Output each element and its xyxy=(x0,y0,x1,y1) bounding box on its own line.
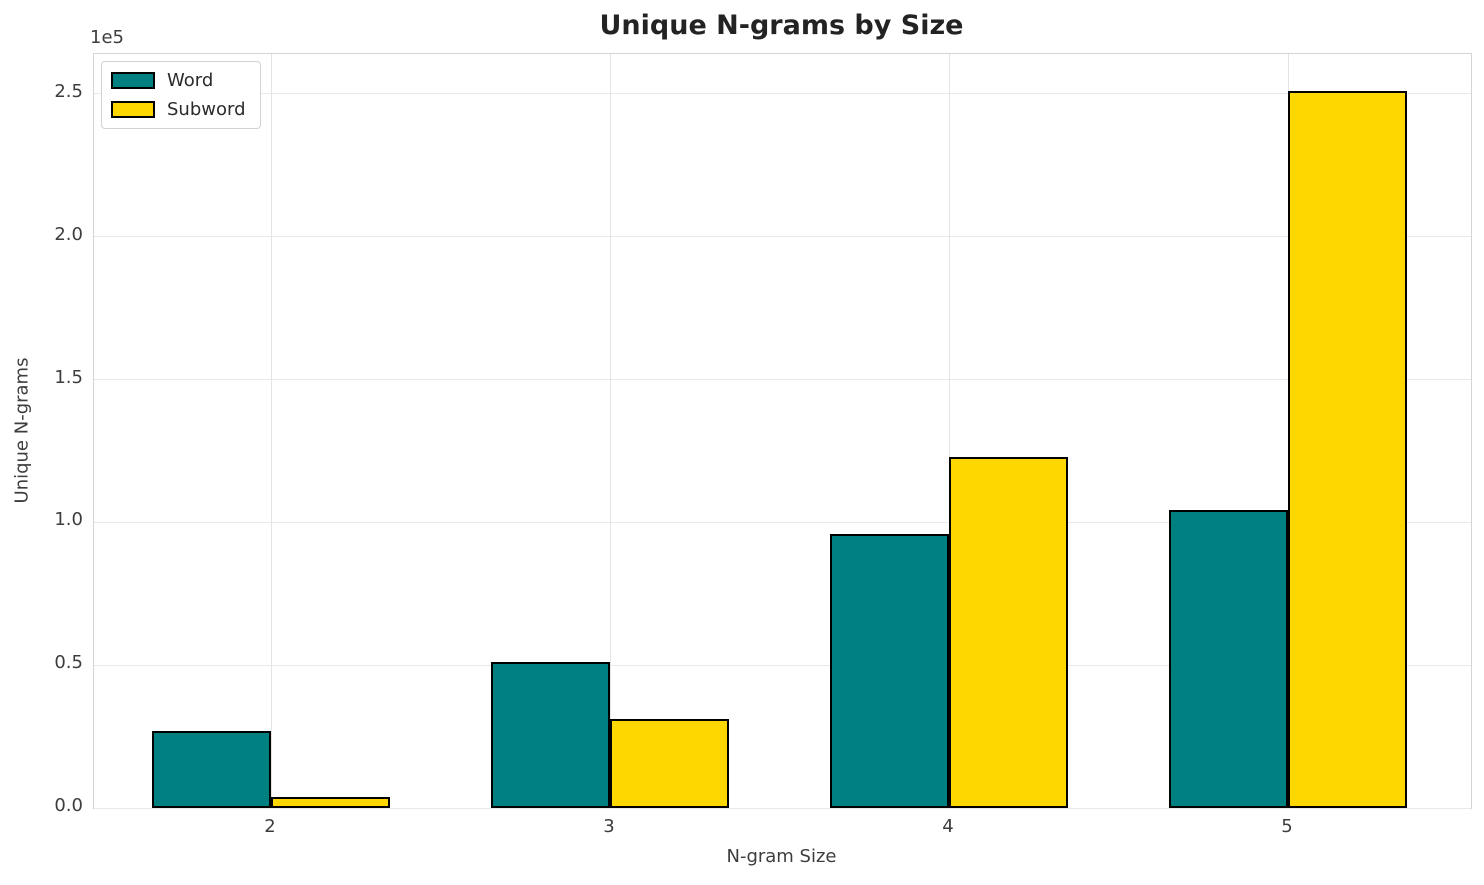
gridline-x-4 xyxy=(948,54,950,808)
bar-subword-5 xyxy=(1288,91,1407,808)
bar-word-3 xyxy=(491,662,610,808)
x-tick-label-3: 3 xyxy=(603,816,615,837)
y-tick-label-2.5: 2.5 xyxy=(54,80,83,102)
plot-area xyxy=(93,53,1472,809)
legend-item-word: Word xyxy=(111,70,246,91)
gridline-y-2.0 xyxy=(94,236,1471,238)
chart-title: Unique N-grams by Size xyxy=(599,10,964,41)
legend: Word Subword xyxy=(101,61,261,129)
gridline-y-1.0 xyxy=(94,521,1471,523)
legend-swatch-subword xyxy=(111,101,155,118)
gridline-y-1.5 xyxy=(94,379,1471,381)
bar-word-5 xyxy=(1169,510,1288,808)
y-tick-label-1.5: 1.5 xyxy=(54,366,83,388)
gridline-x-2 xyxy=(270,54,272,808)
x-axis-label: N-gram Size xyxy=(726,846,837,867)
bar-word-2 xyxy=(152,731,271,808)
gridline-y-2.5 xyxy=(94,93,1471,95)
y-axis-offset-text: 1e5 xyxy=(90,27,124,48)
legend-label-word: Word xyxy=(167,70,214,91)
y-tick-label-0.0: 0.0 xyxy=(54,795,83,816)
x-tick-label-5: 5 xyxy=(1281,816,1293,837)
gridline-y-0.5 xyxy=(94,664,1471,666)
legend-label-subword: Subword xyxy=(167,99,246,120)
bar-subword-3 xyxy=(610,719,729,808)
legend-item-subword: Subword xyxy=(111,99,246,120)
gridline-y-0.0 xyxy=(94,807,1471,809)
x-tick-label-2: 2 xyxy=(264,816,276,837)
y-tick-label-0.5: 0.5 xyxy=(54,652,83,674)
x-tick-label-4: 4 xyxy=(942,816,954,837)
bar-word-4 xyxy=(830,534,949,808)
gridline-x-3 xyxy=(609,54,611,808)
y-tick-label-1.0: 1.0 xyxy=(54,509,83,531)
bar-subword-4 xyxy=(949,457,1068,808)
legend-swatch-word xyxy=(111,72,155,89)
y-tick-label-2.0: 2.0 xyxy=(54,223,83,245)
bar-subword-2 xyxy=(271,797,390,808)
